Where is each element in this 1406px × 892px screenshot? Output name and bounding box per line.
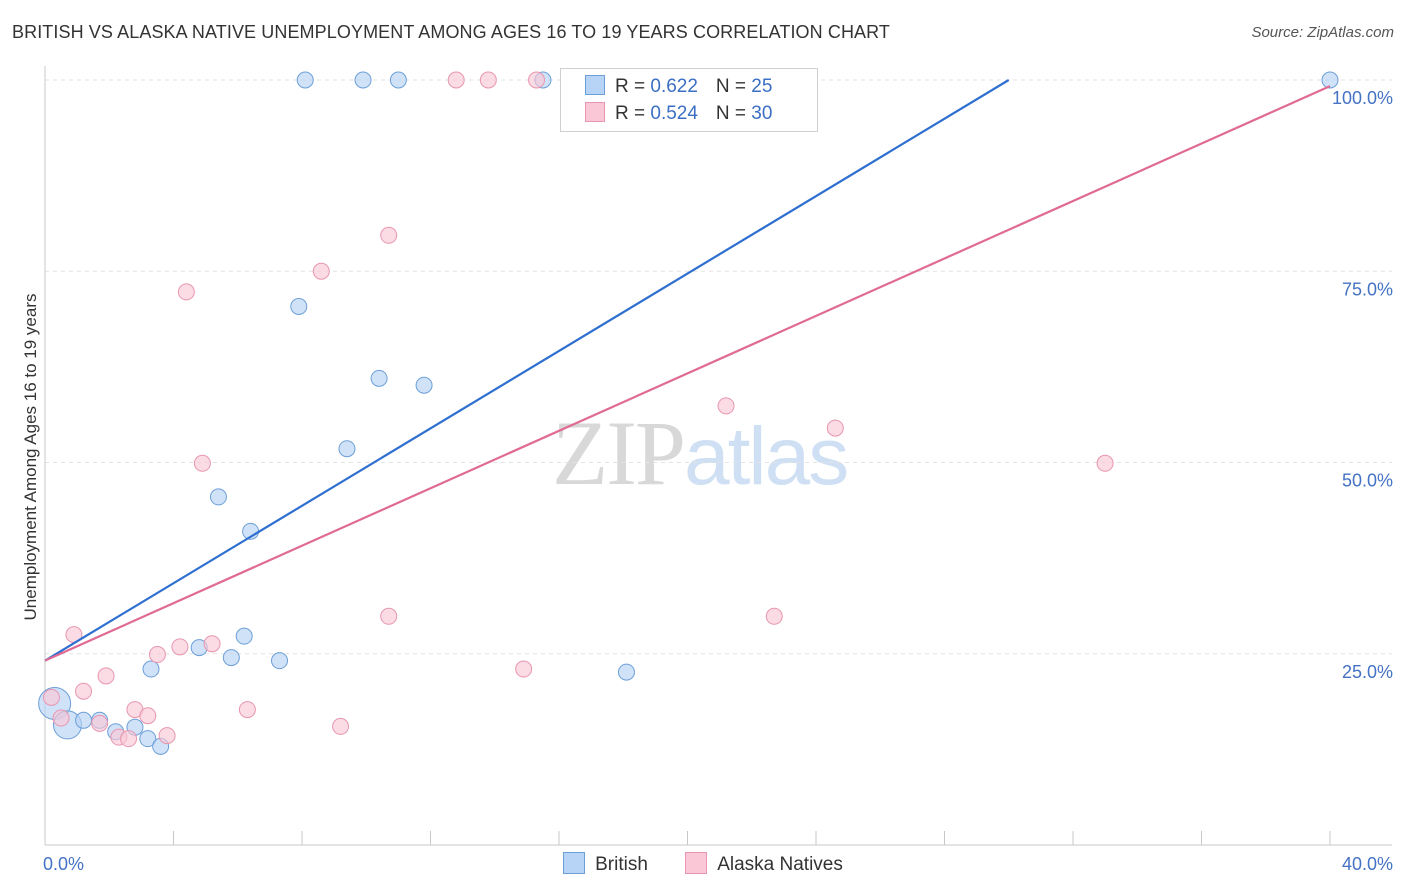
point-alaska <box>479 71 497 89</box>
point-alaska <box>42 688 60 706</box>
y-axis-title: Unemployment Among Ages 16 to 19 years <box>21 294 40 621</box>
legend-n-label-alaska: N = <box>715 103 752 124</box>
correlation-legend: R = 0.622 N = 25 R = 0.524 N = 30 <box>560 68 818 132</box>
legend-label-alaska: Alaska Natives <box>717 854 843 875</box>
point-alaska <box>52 709 70 727</box>
point-british <box>142 660 160 678</box>
point-british <box>209 488 227 506</box>
trend-line-british <box>44 79 1010 662</box>
legend-label-british: British <box>595 854 648 875</box>
source-label: Source: ZipAtlas.com <box>1251 24 1394 41</box>
x-tick-label: 0.0% <box>43 854 84 874</box>
legend-n-value-british: 25 <box>751 76 773 97</box>
point-alaska <box>332 717 350 735</box>
legend-r-label-british: R = <box>615 76 651 97</box>
point-alaska <box>312 262 330 280</box>
legend-swatch-alaska <box>585 102 605 122</box>
point-alaska <box>447 71 465 89</box>
point-alaska <box>1096 454 1114 472</box>
point-british <box>235 627 253 645</box>
point-alaska <box>193 454 211 472</box>
point-alaska <box>120 730 138 748</box>
point-british <box>370 369 388 387</box>
legend-n-label-british: N = <box>715 76 752 97</box>
series-legend: British Alaska Natives <box>0 852 1406 876</box>
point-british <box>338 440 356 458</box>
point-british <box>1321 71 1339 89</box>
point-alaska <box>148 646 166 664</box>
legend-r-label-alaska: R = <box>615 103 651 124</box>
point-alaska <box>158 727 176 745</box>
point-alaska <box>171 638 189 656</box>
point-british <box>75 711 93 729</box>
legend-swatch-british <box>585 75 605 95</box>
point-alaska <box>203 635 221 653</box>
legend-row-british: R = 0.622 N = 25 <box>585 75 772 101</box>
point-alaska <box>75 682 93 700</box>
watermark-atlas: atlas <box>684 411 849 502</box>
watermark: ZIPatlas <box>552 400 849 506</box>
y-tick-label: 50.0% <box>1342 471 1393 491</box>
point-alaska <box>97 667 115 685</box>
legend-item-british: British <box>563 852 648 876</box>
watermark-zip: ZIP <box>552 402 686 504</box>
point-british <box>389 71 407 89</box>
x-tick-label: 40.0% <box>1342 854 1393 874</box>
point-alaska <box>380 226 398 244</box>
legend-r-value-british: 0.622 <box>650 76 698 97</box>
point-british <box>139 730 157 748</box>
point-alaska <box>380 607 398 625</box>
trend-line-alaska <box>44 85 1331 662</box>
legend-item-alaska: Alaska Natives <box>685 852 843 876</box>
point-alaska <box>91 714 109 732</box>
point-alaska <box>717 397 735 415</box>
point-alaska <box>765 607 783 625</box>
point-british <box>354 71 372 89</box>
point-british <box>222 649 240 667</box>
legend-n-value-alaska: 30 <box>751 103 773 124</box>
point-british <box>617 663 635 681</box>
point-british <box>290 297 308 315</box>
point-alaska <box>528 71 546 89</box>
chart-title: BRITISH VS ALASKA NATIVE UNEMPLOYMENT AM… <box>12 22 891 42</box>
point-alaska <box>826 419 844 437</box>
point-alaska <box>238 701 256 719</box>
y-tick-label: 25.0% <box>1342 662 1393 682</box>
legend-swatch-alaska-bottom <box>685 852 708 874</box>
point-alaska <box>139 707 157 725</box>
y-tick-label: 100.0% <box>1332 88 1393 108</box>
point-alaska <box>177 283 195 301</box>
legend-row-alaska: R = 0.524 N = 30 <box>585 102 772 128</box>
legend-swatch-british-bottom <box>563 852 586 874</box>
y-tick-label: 75.0% <box>1342 279 1393 299</box>
point-british <box>415 376 433 394</box>
point-british <box>271 652 289 670</box>
point-alaska <box>515 660 533 678</box>
legend-r-value-alaska: 0.524 <box>650 103 698 124</box>
point-british <box>296 71 314 89</box>
